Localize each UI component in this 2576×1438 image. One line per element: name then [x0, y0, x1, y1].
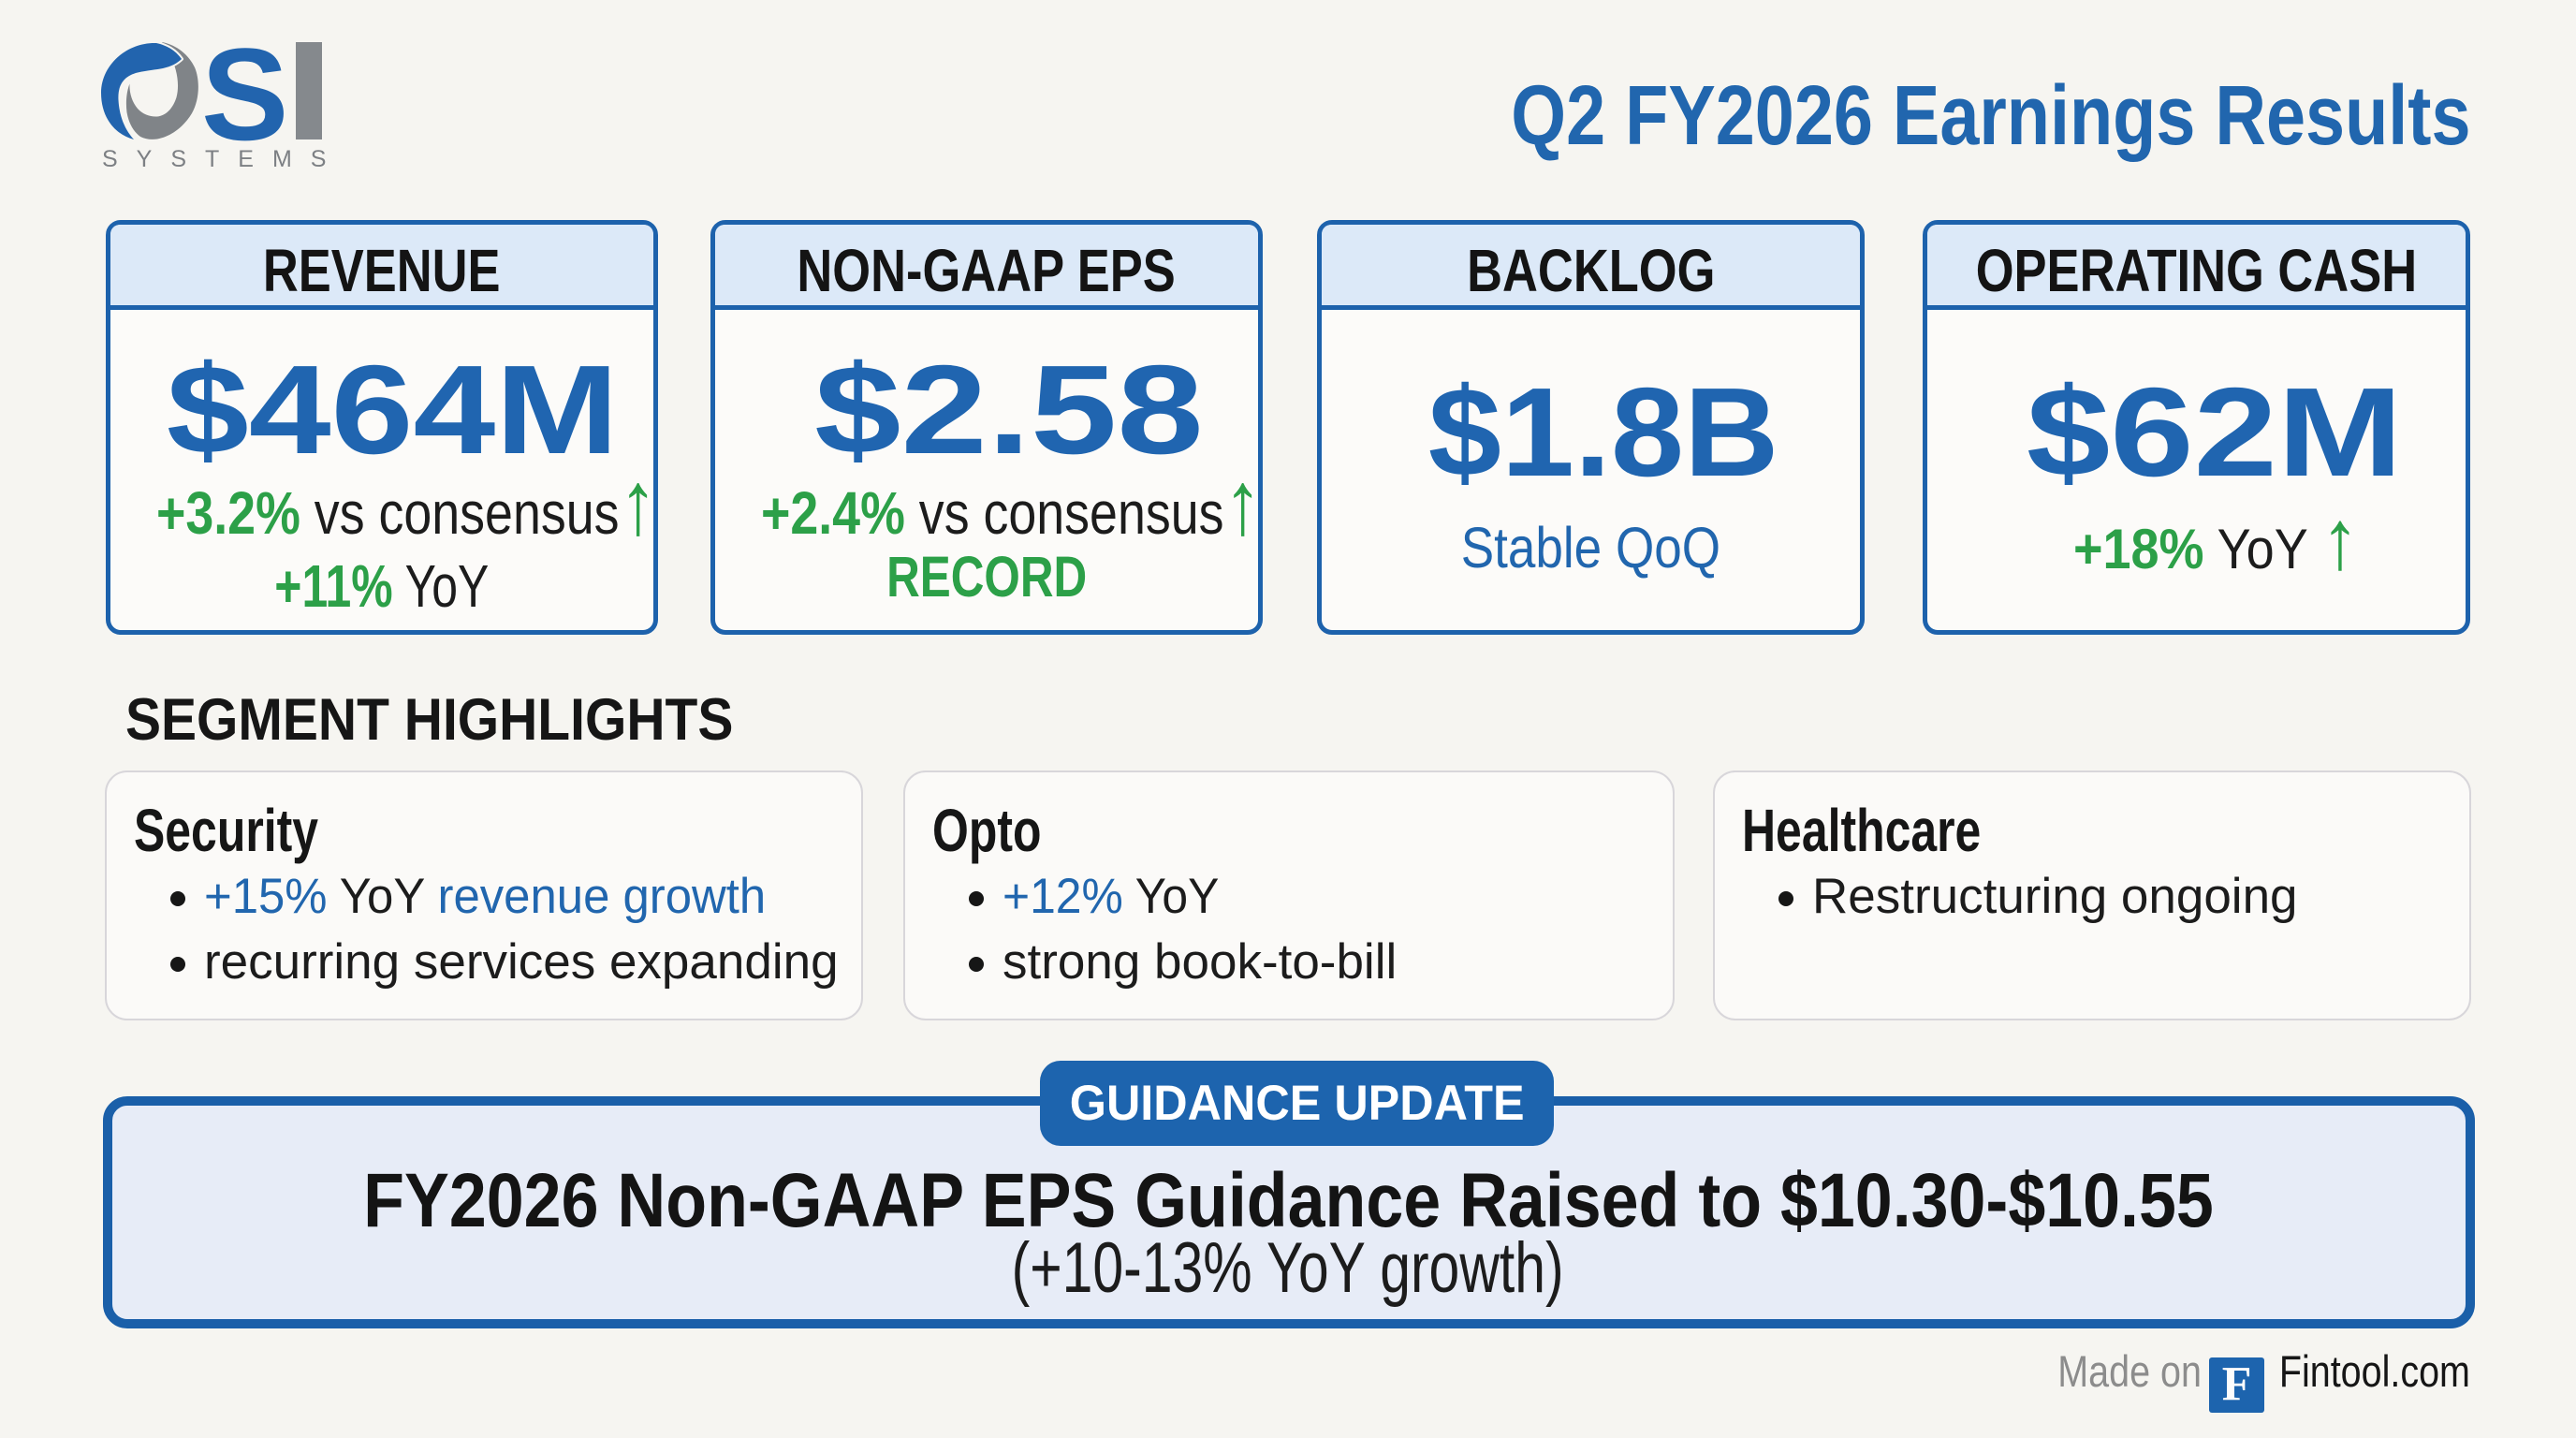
svg-text:SYSTEMS: SYSTEMS — [102, 146, 340, 172]
svg-text:S: S — [201, 38, 288, 168]
